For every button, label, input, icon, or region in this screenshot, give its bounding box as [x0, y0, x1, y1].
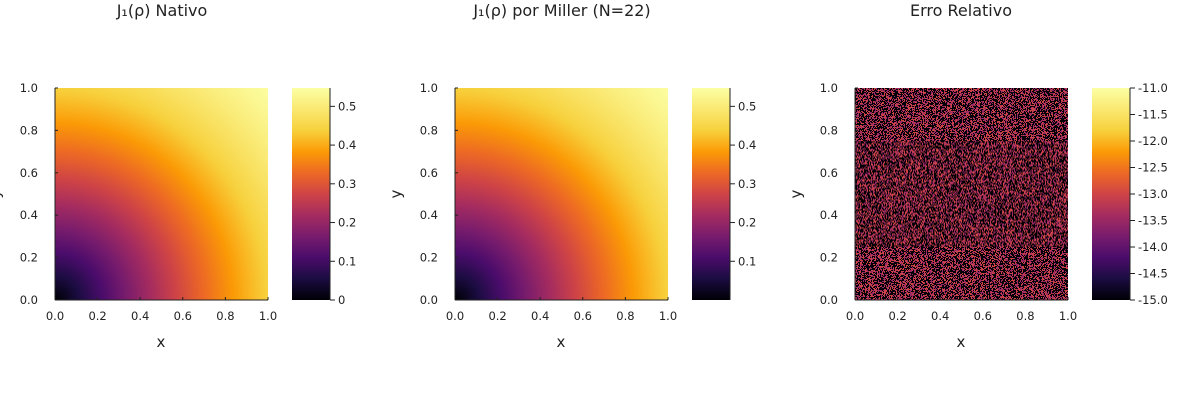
colorbar-tick-label: 0.4 — [338, 138, 356, 152]
x-tick-label: 1.0 — [659, 309, 677, 323]
x-tick-label: 0.8 — [1016, 309, 1034, 323]
colorbar-native — [292, 88, 330, 300]
colorbar-tick-label: -11.0 — [1138, 81, 1168, 95]
x-tick-label: 0.2 — [488, 309, 506, 323]
colorbar-tick-label: 0.4 — [738, 138, 756, 152]
x-ticks-error: 0.0 0.2 0.4 0.6 0.8 1.0 — [846, 297, 1077, 323]
x-axis-label-native: x — [157, 333, 166, 351]
x-tick-label: 0.0 — [446, 309, 464, 323]
colorbar-tick-label: -15.0 — [1138, 293, 1168, 307]
y-ticks-native: 0.0 0.2 0.4 0.6 0.8 1.0 — [20, 81, 58, 307]
panel-native: J₁(ρ) Nativo 0.0 0.2 0.4 0.6 0.8 1.0 0.00.20.… — [0, 1, 356, 351]
y-tick-label: 0.2 — [20, 251, 38, 265]
heatmap-native — [55, 88, 268, 300]
x-tick-label: 0.8 — [616, 309, 634, 323]
y-tick-label: 1.0 — [20, 81, 38, 95]
heatmap-error — [855, 88, 1068, 300]
colorbar-tick-label: 0.2 — [738, 216, 756, 230]
y-tick-label: 0.0 — [820, 293, 838, 307]
x-tick-label: 0.2 — [888, 309, 906, 323]
colorbar-tick-label: 0.5 — [738, 99, 756, 113]
y-tick-label: 1.0 — [820, 81, 838, 95]
y-ticks-error: 0.0 0.2 0.4 0.6 0.8 1.0 — [820, 81, 858, 307]
colorbar-tick-label: 0.5 — [338, 99, 356, 113]
colorbar-ticks-error: -15.0 -14.5 -14.0 -13.5 -13.0 -12.5 -12.0 -11.5… — [1130, 81, 1168, 307]
colorbar-tick-label: -12.5 — [1138, 161, 1168, 175]
colorbar-tick-label: 0.3 — [738, 177, 756, 191]
colorbar-tick-label: 0 — [338, 293, 345, 307]
chart-title-miller: J₁(ρ) por Miller (N=22) — [472, 1, 650, 20]
x-tick-label: 0.4 — [931, 309, 949, 323]
x-tick-label: 1.0 — [1059, 309, 1077, 323]
y-tick-label: 0.6 — [20, 166, 38, 180]
y-axis-label-miller: y — [387, 189, 405, 198]
heatmap-miller — [455, 88, 668, 300]
y-tick-label: 0.4 — [420, 208, 438, 222]
y-axis-label-native: y — [0, 189, 4, 198]
x-tick-label: 0.4 — [531, 309, 549, 323]
x-tick-label: 0.2 — [88, 309, 106, 323]
y-tick-label: 0.8 — [20, 123, 38, 137]
colorbar-tick-label: -14.5 — [1138, 267, 1168, 281]
x-tick-label: 0.6 — [574, 309, 592, 323]
colorbar-tick-label: 0.1 — [738, 254, 756, 268]
x-tick-label: 1.0 — [259, 309, 277, 323]
x-axis-label-error: x — [957, 333, 966, 351]
colorbar-tick-label: 0.1 — [338, 254, 356, 268]
chart-title-native: J₁(ρ) Nativo — [116, 1, 208, 20]
y-tick-label: 0.6 — [820, 166, 838, 180]
colorbar-ticks-miller: 0.1 0.2 0.3 0.4 0.5 — [730, 99, 756, 268]
y-tick-label: 1.0 — [420, 81, 438, 95]
y-tick-label: 0.4 — [820, 208, 838, 222]
y-ticks-miller: 0.0 0.2 0.4 0.6 0.8 1.0 — [420, 81, 458, 307]
y-tick-label: 0.2 — [420, 251, 438, 265]
y-tick-label: 0.4 — [20, 208, 38, 222]
colorbar-tick-label: 0.2 — [338, 216, 356, 230]
y-tick-label: 0.0 — [20, 293, 38, 307]
x-tick-label: 0.6 — [974, 309, 992, 323]
colorbar-miller — [692, 88, 730, 300]
colorbar-tick-label: 0.3 — [338, 177, 356, 191]
x-tick-label: 0.8 — [216, 309, 234, 323]
colorbar-tick-label: -13.5 — [1138, 214, 1168, 228]
colorbar-ticks-native: 0 0.1 0.2 0.3 0.4 0.5 — [330, 99, 356, 307]
y-tick-label: 0.0 — [420, 293, 438, 307]
panel-miller: J₁(ρ) por Miller (N=22) 0.0 0.2 0.4 0.6 0.8 1… — [387, 1, 756, 351]
y-tick-label: 0.8 — [420, 123, 438, 137]
colorbar-tick-label: -14.0 — [1138, 240, 1168, 254]
x-tick-label: 0.0 — [846, 309, 864, 323]
y-axis-label-error: y — [787, 189, 805, 198]
y-tick-label: 0.6 — [420, 166, 438, 180]
colorbar-error — [1092, 88, 1130, 300]
y-tick-label: 0.8 — [820, 123, 838, 137]
panel-error: Erro Relativo 0.0 0.2 0.4 0.6 0.8 1.0 0.00.20… — [787, 1, 1168, 351]
x-ticks-miller: 0.0 0.2 0.4 0.6 0.8 1.0 — [446, 297, 677, 323]
colorbar-tick-label: -12.0 — [1138, 134, 1168, 148]
colorbar-tick-label: -11.5 — [1138, 108, 1168, 122]
x-tick-label: 0.4 — [131, 309, 149, 323]
colorbar-tick-label: -13.0 — [1138, 187, 1168, 201]
x-tick-label: 0.6 — [174, 309, 192, 323]
chart-title-error: Erro Relativo — [910, 1, 1012, 20]
y-tick-label: 0.2 — [820, 251, 838, 265]
x-tick-label: 0.0 — [46, 309, 64, 323]
x-ticks-native: 0.0 0.2 0.4 0.6 0.8 1.0 — [46, 297, 277, 323]
x-axis-label-miller: x — [557, 333, 566, 351]
